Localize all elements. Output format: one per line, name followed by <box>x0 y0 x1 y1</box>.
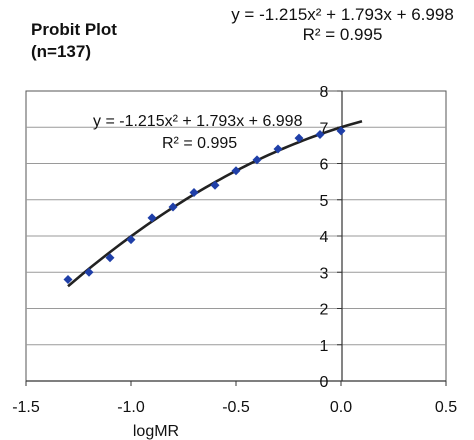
x-tick-label: -1.0 <box>117 399 145 416</box>
y-tick-label: 4 <box>320 229 329 246</box>
y-tick-label: 2 <box>320 302 329 319</box>
y-tick-label: 0 <box>320 374 329 391</box>
chart-title: Probit Plot (n=137) <box>31 19 117 63</box>
data-point <box>273 144 283 154</box>
x-tick-label: 0.0 <box>330 399 352 416</box>
data-point <box>147 213 157 223</box>
y-tick-label: 5 <box>320 193 329 210</box>
x-tick-label: 0.5 <box>435 399 457 416</box>
data-point <box>210 180 220 190</box>
data-point <box>126 235 136 245</box>
y-tick-label: 1 <box>320 338 329 355</box>
data-point <box>315 130 325 139</box>
chart-title-line1: Probit Plot <box>31 20 117 39</box>
trendline-equation-label: y = -1.215x² + 1.793x + 6.998 <box>93 113 303 130</box>
data-point <box>294 133 304 143</box>
chart-title-line2: (n=137) <box>31 42 91 61</box>
y-tick-label: 8 <box>320 84 329 101</box>
y-tick-label: 6 <box>320 157 329 174</box>
data-point <box>189 188 199 197</box>
data-point <box>63 275 73 284</box>
x-tick-label: -1.5 <box>12 399 40 416</box>
data-point <box>252 155 262 165</box>
r-squared-text: R² = 0.995 <box>302 25 383 44</box>
y-tick-label: 7 <box>320 120 329 137</box>
trendline-r-squared-label: R² = 0.995 <box>162 135 237 152</box>
equation-text: y = -1.215x² + 1.793x + 6.998 <box>231 5 454 24</box>
data-point <box>168 202 178 212</box>
data-point <box>231 166 241 176</box>
data-point <box>336 126 346 136</box>
x-tick-label: -0.5 <box>222 399 250 416</box>
y-tick-label: 3 <box>320 265 329 282</box>
trendline-equation-header: y = -1.215x² + 1.793x + 6.998 R² = 0.995 <box>205 5 474 45</box>
x-axis-title: logMR <box>133 423 179 440</box>
data-point <box>84 267 94 277</box>
data-point <box>105 253 115 263</box>
